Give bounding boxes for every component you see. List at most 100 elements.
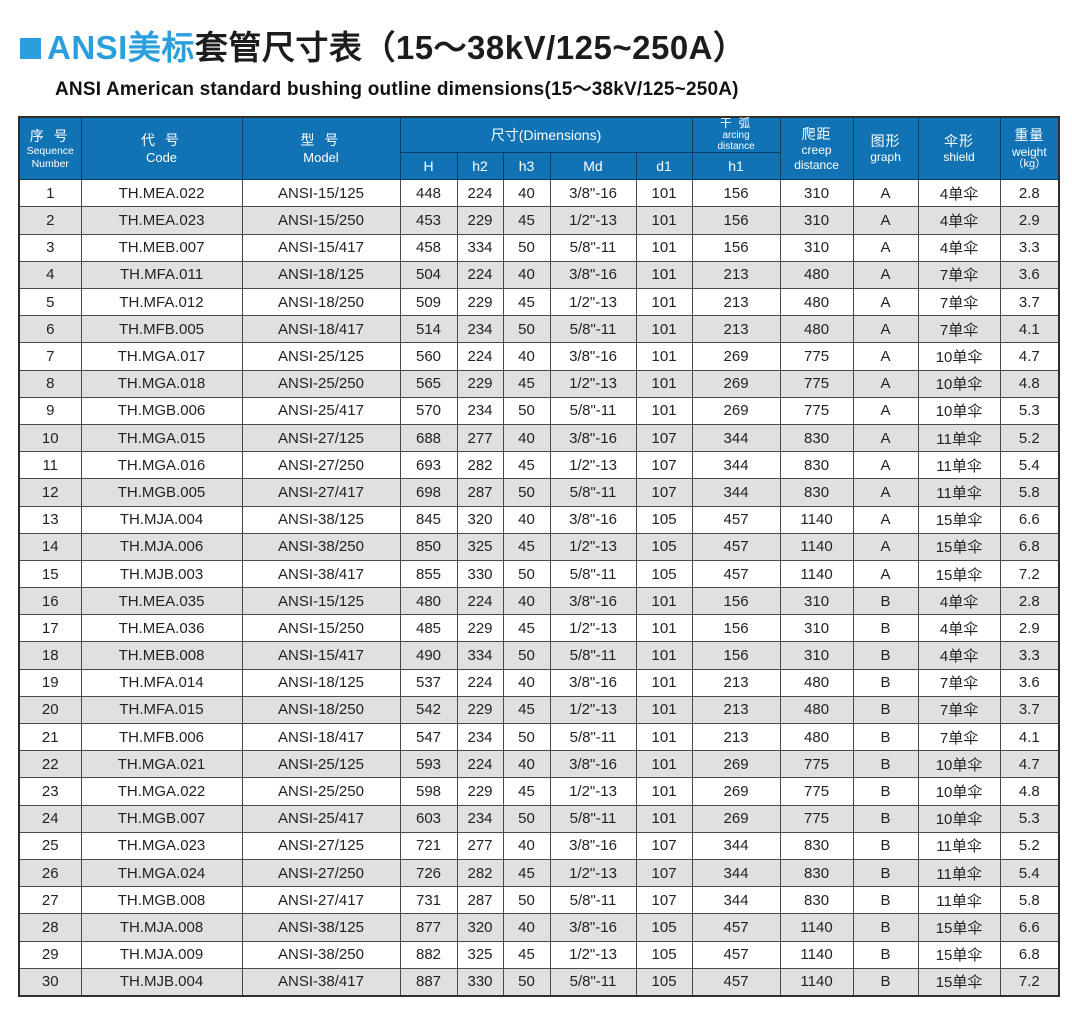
table-row: 13 TH.MJA.004 ANSI-38/125 845 320 40 3/8"-16 10… bbox=[18, 505, 1060, 534]
table-row: 20 TH.MFA.015 ANSI-18/250 542 229 45 1/2"-13 10… bbox=[18, 695, 1060, 725]
cell-seq: 13 bbox=[18, 505, 82, 534]
header-code: 代 号 Code bbox=[80, 116, 243, 181]
cell-weight: 4.8 bbox=[999, 777, 1060, 806]
cell-creep-distance: 830 bbox=[779, 858, 854, 888]
cell-h1: 457 bbox=[691, 967, 781, 997]
cell-shield: 11单伞 bbox=[917, 423, 1001, 453]
cell-graph: B bbox=[852, 723, 919, 752]
cell-md: 3/8"-16 bbox=[549, 505, 637, 534]
cell-model: ANSI-15/417 bbox=[241, 641, 401, 670]
cell-code: TH.MGA.015 bbox=[80, 423, 243, 453]
table-row: 5 TH.MFA.012 ANSI-18/250 509 229 45 1/2"-13 101… bbox=[18, 288, 1060, 317]
cell-h: 458 bbox=[399, 233, 458, 262]
cell-d1: 101 bbox=[635, 614, 693, 643]
cell-creep-distance: 310 bbox=[779, 587, 854, 616]
table-row: 21 TH.MFB.006 ANSI-18/417 547 234 50 5/8"-11 10… bbox=[18, 723, 1060, 752]
cell-h3: 40 bbox=[502, 505, 551, 534]
cell-md: 5/8"-11 bbox=[549, 967, 637, 997]
cell-graph: B bbox=[852, 695, 919, 725]
cell-d1: 105 bbox=[635, 940, 693, 969]
cell-creep-distance: 1140 bbox=[779, 940, 854, 969]
cell-h: 603 bbox=[399, 804, 458, 833]
cell-creep-distance: 310 bbox=[779, 641, 854, 670]
cell-d1: 105 bbox=[635, 532, 693, 561]
cell-creep-distance: 775 bbox=[779, 369, 854, 398]
cell-h1: 344 bbox=[691, 451, 781, 480]
cell-md: 1/2"-13 bbox=[549, 532, 637, 561]
cell-h1: 344 bbox=[691, 423, 781, 453]
header-col-md: Md bbox=[549, 152, 637, 181]
cell-seq: 6 bbox=[18, 315, 82, 344]
cell-graph: B bbox=[852, 614, 919, 643]
cell-creep-distance: 775 bbox=[779, 396, 854, 425]
cell-h1: 213 bbox=[691, 695, 781, 725]
cell-h1: 269 bbox=[691, 396, 781, 425]
cell-graph: A bbox=[852, 532, 919, 561]
cell-h3: 50 bbox=[502, 723, 551, 752]
cell-creep-distance: 1140 bbox=[779, 532, 854, 561]
cell-code: TH.MGB.005 bbox=[80, 478, 243, 507]
header-arcing-cn: 干 弧 bbox=[719, 118, 753, 131]
header-weight-cn: 重量 bbox=[1014, 127, 1045, 144]
header-arcing-en2: distance bbox=[717, 140, 755, 152]
cell-h: 542 bbox=[399, 695, 458, 725]
header-sequence-en1: Sequence bbox=[26, 145, 74, 158]
cell-code: TH.MFB.006 bbox=[80, 723, 243, 752]
cell-graph: B bbox=[852, 587, 919, 616]
cell-h3: 45 bbox=[502, 614, 551, 643]
cell-shield: 11单伞 bbox=[917, 478, 1001, 507]
cell-h1: 269 bbox=[691, 804, 781, 833]
cell-code: TH.MJB.003 bbox=[80, 559, 243, 589]
cell-d1: 101 bbox=[635, 315, 693, 344]
cell-weight: 3.7 bbox=[999, 695, 1060, 725]
cell-h: 693 bbox=[399, 451, 458, 480]
cell-weight: 3.3 bbox=[999, 641, 1060, 670]
cell-graph: B bbox=[852, 858, 919, 888]
cell-md: 1/2"-13 bbox=[549, 206, 637, 235]
table-row: 28 TH.MJA.008 ANSI-38/125 877 320 40 3/8"-16 10… bbox=[18, 913, 1060, 942]
cell-h3: 40 bbox=[502, 587, 551, 616]
cell-d1: 101 bbox=[635, 641, 693, 670]
cell-h: 514 bbox=[399, 315, 458, 344]
cell-shield: 11单伞 bbox=[917, 858, 1001, 888]
cell-code: TH.MJA.009 bbox=[80, 940, 243, 969]
cell-h2: 330 bbox=[456, 967, 504, 997]
cell-h1: 457 bbox=[691, 559, 781, 589]
header-model: 型 号 Model bbox=[241, 116, 401, 181]
cell-h1: 213 bbox=[691, 288, 781, 317]
cell-h2: 224 bbox=[456, 750, 504, 779]
cell-h3: 40 bbox=[502, 913, 551, 942]
cell-model: ANSI-15/125 bbox=[241, 587, 401, 616]
cell-shield: 7单伞 bbox=[917, 668, 1001, 697]
cell-shield: 11单伞 bbox=[917, 886, 1001, 915]
cell-h2: 330 bbox=[456, 559, 504, 589]
cell-shield: 10单伞 bbox=[917, 804, 1001, 833]
cell-h1: 344 bbox=[691, 478, 781, 507]
cell-model: ANSI-27/125 bbox=[241, 831, 401, 860]
cell-md: 3/8"-16 bbox=[549, 587, 637, 616]
cell-seq: 27 bbox=[18, 886, 82, 915]
cell-h1: 269 bbox=[691, 369, 781, 398]
cell-md: 3/8"-16 bbox=[549, 342, 637, 371]
cell-creep-distance: 480 bbox=[779, 668, 854, 697]
cell-weight: 7.2 bbox=[999, 967, 1060, 997]
cell-d1: 101 bbox=[635, 342, 693, 371]
cell-d1: 105 bbox=[635, 505, 693, 534]
cell-model: ANSI-38/250 bbox=[241, 940, 401, 969]
cell-seq: 26 bbox=[18, 858, 82, 888]
cell-seq: 29 bbox=[18, 940, 82, 969]
cell-h: 480 bbox=[399, 587, 458, 616]
cell-md: 5/8"-11 bbox=[549, 804, 637, 833]
cell-shield: 7单伞 bbox=[917, 723, 1001, 752]
cell-creep-distance: 830 bbox=[779, 478, 854, 507]
cell-weight: 6.8 bbox=[999, 532, 1060, 561]
title-highlight: ANSI美标 bbox=[47, 29, 195, 66]
cell-shield: 7单伞 bbox=[917, 695, 1001, 725]
cell-weight: 2.9 bbox=[999, 614, 1060, 643]
cell-weight: 5.3 bbox=[999, 804, 1060, 833]
cell-h2: 282 bbox=[456, 858, 504, 888]
cell-shield: 4单伞 bbox=[917, 206, 1001, 235]
cell-h2: 334 bbox=[456, 233, 504, 262]
cell-h: 721 bbox=[399, 831, 458, 860]
cell-shield: 15单伞 bbox=[917, 559, 1001, 589]
